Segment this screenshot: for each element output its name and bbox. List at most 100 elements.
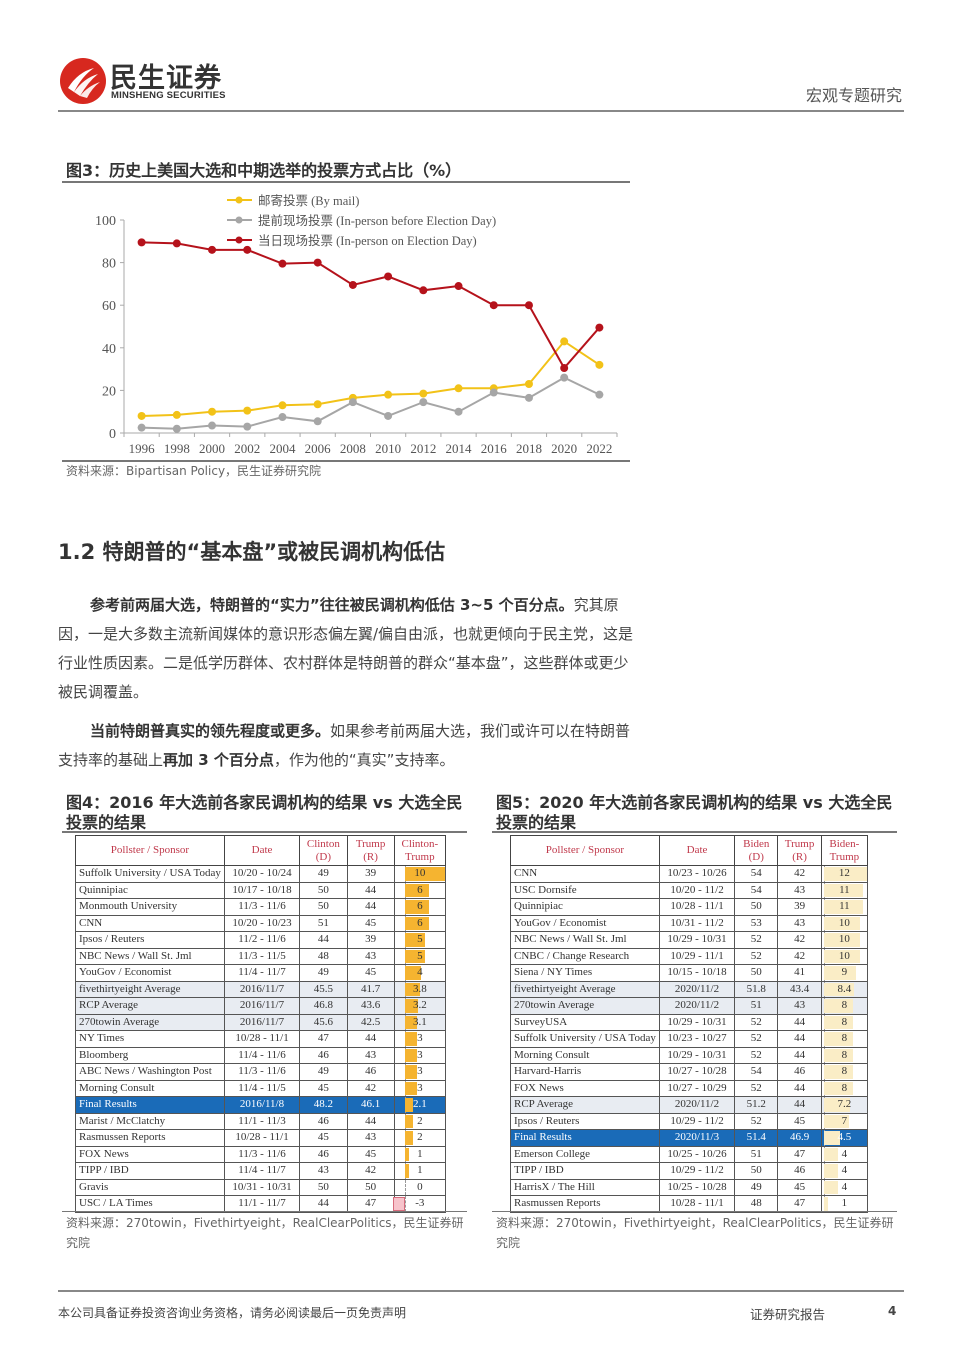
- cell-margin: 8: [820, 997, 869, 1015]
- cell-date: 10/31 - 11/2: [658, 914, 736, 932]
- x-tick-label: 2016: [481, 441, 508, 456]
- cell-rep: 46: [777, 1063, 822, 1081]
- margin-value: 5: [417, 949, 423, 962]
- cell-rep: 46: [346, 1063, 395, 1081]
- data-point: [313, 417, 322, 426]
- cell-margin: 8: [820, 1013, 869, 1031]
- figure4-title: 图4：2016 年大选前各家民调机构的结果 vs 大选全民投票的结果: [66, 793, 463, 832]
- cell-pollster: TIPP / IBD: [75, 1162, 225, 1180]
- cell-rep: 42: [777, 947, 822, 965]
- table-row: Marist / McClatchy 11/1 - 11/3 46 44 2: [75, 1112, 447, 1130]
- cell-date: 2016/11/7: [223, 1013, 301, 1031]
- data-point: [208, 245, 217, 254]
- cell-rep: 42.5: [346, 1013, 395, 1031]
- legend-label: 邮寄投票 (By mail): [258, 193, 359, 208]
- margin-value: 5: [417, 933, 423, 946]
- cell-date: 11/4 - 11/7: [223, 1162, 301, 1180]
- margin-value: 3.8: [412, 982, 427, 995]
- cell-margin: 8: [820, 1079, 869, 1097]
- cell-date: 10/25 - 10/28: [658, 1178, 736, 1196]
- data-bar: [404, 1032, 417, 1046]
- margin-value: 6: [417, 883, 423, 896]
- cell-rep: 44: [777, 1079, 822, 1097]
- col-header-date: Date: [223, 835, 301, 866]
- legend-marker: [235, 196, 243, 204]
- margin-value: 3.2: [412, 999, 427, 1012]
- cell-dem: 54: [734, 881, 779, 899]
- table-row: ABC News / Washington Post 11/3 - 11/6 49 4…: [75, 1063, 447, 1081]
- data-bar: [404, 1065, 417, 1079]
- figure3-title-rule: [62, 181, 630, 183]
- cell-date: 10/29 - 10/31: [658, 1046, 736, 1064]
- cell-dem: 49: [299, 964, 348, 982]
- cell-dem: 51.4: [734, 1129, 779, 1147]
- data-point: [278, 413, 287, 422]
- y-tick-label: 80: [102, 257, 116, 272]
- cell-date: 11/1 - 11/3: [223, 1112, 301, 1130]
- cell-margin: 0: [393, 1178, 447, 1196]
- margin-value: 2.1: [412, 1098, 427, 1111]
- cell-margin: 11: [820, 898, 869, 916]
- x-tick-label: 2020: [551, 441, 577, 456]
- margin-value: 1: [841, 1197, 848, 1210]
- cell-date: 2016/11/7: [223, 980, 301, 998]
- table-row: YouGov / Economist 11/4 - 11/7 49 45 4: [75, 964, 447, 982]
- x-tick-label: 2008: [340, 441, 366, 456]
- cell-pollster: Quinnipiac: [75, 881, 225, 899]
- x-tick-label: 1996: [129, 441, 156, 456]
- cell-rep: 43.6: [346, 997, 395, 1015]
- cell-dem: 52: [734, 1079, 779, 1097]
- x-tick-label: 2006: [305, 441, 332, 456]
- margin-value: 2: [417, 1114, 423, 1127]
- cell-date: 10/28 - 11/1: [223, 1129, 301, 1147]
- col-header-clinton: Clinton (D): [299, 835, 348, 866]
- table-row: YouGov / Economist 10/31 - 11/2 53 43 10: [510, 914, 869, 932]
- cell-dem: 52: [734, 1046, 779, 1064]
- data-point: [454, 384, 463, 393]
- cell-margin: 1: [393, 1145, 447, 1163]
- cell-date: 2020/11/2: [658, 980, 736, 998]
- footer-report-type: 证券研究报告: [750, 1307, 826, 1322]
- table-row: RCP Average 2016/11/7 46.8 43.6 3.2: [75, 997, 447, 1015]
- figure4-bottom-rule: [62, 1211, 467, 1212]
- data-point: [595, 360, 604, 369]
- series-line: [141, 376, 600, 430]
- cell-pollster: RCP Average: [75, 997, 225, 1015]
- table-row: Morning Consult 11/4 - 11/5 45 42 3: [75, 1079, 447, 1097]
- cell-margin: 10: [820, 914, 869, 932]
- cell-dem: 52: [734, 1013, 779, 1031]
- table-row: USC Dornsife 10/20 - 11/2 54 43 11: [510, 881, 869, 899]
- data-bar: [824, 1081, 853, 1095]
- margin-value: 3: [417, 1032, 423, 1045]
- cell-pollster: FOX News: [75, 1145, 225, 1163]
- cell-margin: 3.8: [393, 980, 447, 998]
- cell-rep: 42: [346, 1162, 395, 1180]
- cell-rep: 44: [346, 881, 395, 899]
- col-header-trump: Trump (R): [777, 835, 822, 866]
- cell-margin: 11: [820, 881, 869, 899]
- cell-rep: 46.1: [346, 1096, 395, 1114]
- cell-pollster: Monmouth University: [75, 898, 225, 916]
- table-row: Gravis 10/31 - 10/31 50 50 0: [75, 1178, 447, 1196]
- table-row: SurveyUSA 10/29 - 10/31 52 44 8: [510, 1013, 869, 1031]
- cell-date: 11/3 - 11/6: [223, 898, 301, 916]
- margin-value: 8: [841, 1065, 848, 1078]
- logo-text-cn: 民生证券: [110, 63, 222, 94]
- cell-date: 2016/11/7: [223, 997, 301, 1015]
- cell-rep: 46: [777, 1162, 822, 1180]
- margin-value: 1: [417, 1164, 423, 1177]
- table-row: TIPP / IBD 11/4 - 11/7 43 42 1: [75, 1162, 447, 1180]
- data-point: [419, 398, 428, 407]
- cell-pollster: CNN: [510, 865, 660, 883]
- cell-dem: 49: [299, 865, 348, 883]
- data-point: [384, 390, 393, 399]
- cell-rep: 45: [346, 964, 395, 982]
- cell-date: 11/4 - 11/5: [223, 1079, 301, 1097]
- data-bar: [824, 999, 853, 1013]
- footer-divider: [58, 1290, 904, 1292]
- data-bar: [824, 1114, 850, 1128]
- data-bar: [824, 1197, 828, 1211]
- cell-date: 10/20 - 10/23: [223, 914, 301, 932]
- paragraph-1: 参考前两届大选，特朗普的“实力”往往被民调机构低估 3~5 个百分点。究其原因，…: [58, 591, 638, 707]
- cell-pollster: ABC News / Washington Post: [75, 1063, 225, 1081]
